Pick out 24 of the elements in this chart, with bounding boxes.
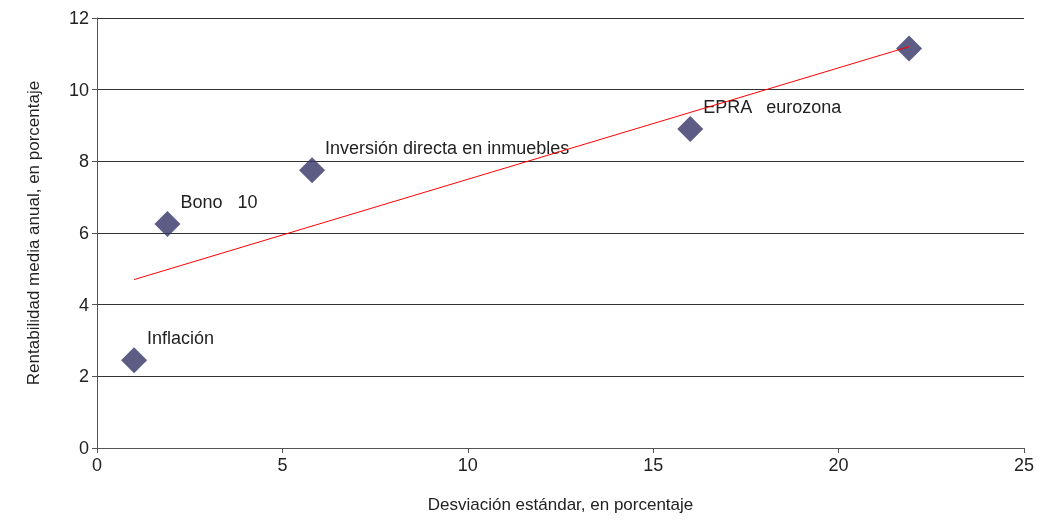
annotation: Inversión directa en inmuebles: [325, 138, 570, 159]
y-tick-label: 4: [78, 294, 89, 315]
point: [154, 211, 181, 238]
x-tick-label: 5: [277, 455, 288, 475]
x-axis-title: Desviación estándar, en porcentaje: [427, 495, 694, 514]
x-tick-label: 0: [91, 455, 103, 475]
y-tick-label: 0: [78, 438, 89, 458]
y-tick-label: 12: [68, 8, 89, 28]
y-axis-title: Rentabilidad media anual, en porcentaje: [24, 80, 43, 386]
y-tick-label: 8: [78, 151, 89, 172]
x-tick-label: 10: [457, 455, 478, 475]
y-tick-label: 10: [68, 79, 89, 100]
annotation: Inflación: [147, 328, 215, 349]
annotation: Bono 10: [180, 192, 258, 213]
x-tick-label: 20: [828, 455, 849, 475]
point: [896, 35, 923, 62]
point: [121, 347, 148, 374]
y-tick-label: 6: [78, 223, 89, 243]
x-tick-label: 25: [1013, 455, 1035, 475]
point: [299, 157, 326, 184]
y-tick-label: 2: [78, 366, 89, 387]
annotation: EPRA eurozona: [703, 97, 843, 118]
point: [677, 116, 704, 143]
x-tick-label: 15: [643, 455, 664, 475]
